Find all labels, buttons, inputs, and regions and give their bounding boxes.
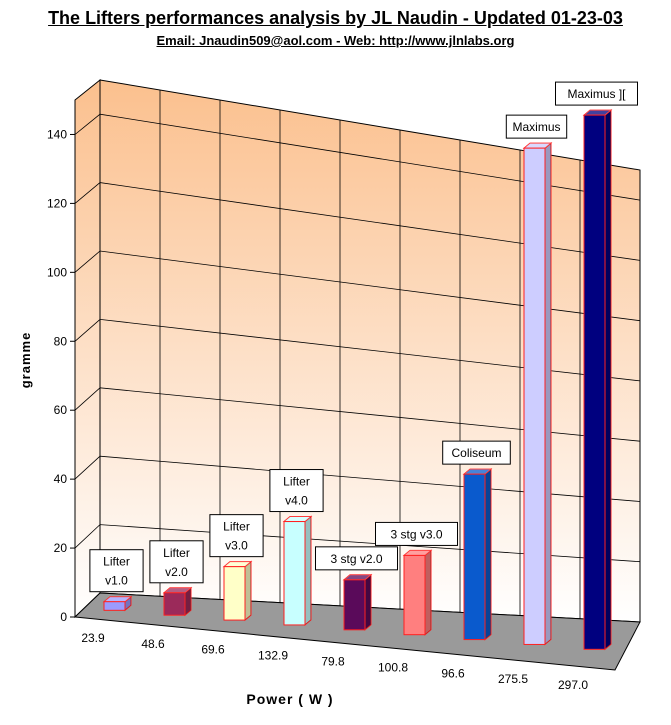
chart-subtitle: Email: Jnaudin509@aol.com - Web: http://… [156,33,515,48]
bar [522,142,553,646]
data-label-text: Maximus [512,120,560,134]
data-label-box [442,440,511,465]
data-label-box [555,81,638,106]
x-tick-label: 48.6 [141,637,165,651]
data-label: Lifter v2.0 [149,540,204,584]
y-axis-label: gramme [18,332,33,389]
bar-front-face [583,114,606,650]
data-label-box [209,514,264,558]
x-axis-label: Power ( W ) [246,691,333,707]
x-tick-label: 96.6 [441,666,465,680]
x-tick-label: 297.0 [558,678,588,692]
bar-front-face [403,554,426,636]
bar-side-shade [605,110,611,650]
chart-header: The Lifters performances analysis by JL … [0,8,671,48]
bar-side-shade [305,516,311,625]
data-label-text: Maximus ][ [567,87,626,101]
bar-front-face [463,473,486,641]
data-label-text: Lifter [223,520,250,534]
bar-side-shade [125,596,131,611]
x-tick-label: 100.8 [378,660,408,674]
data-label-box [315,546,398,571]
bar-top-shade [224,561,251,567]
bar-front-face [523,147,546,645]
bar [582,109,613,651]
bar [342,573,373,631]
bar-top-shade [524,143,551,149]
bar [222,560,253,622]
bar-front-face [283,521,306,626]
data-label: Lifter v1.0 [89,549,144,593]
data-label-text: Lifter [283,475,310,489]
bar [462,468,493,641]
data-label-text: v4.0 [285,494,308,508]
data-label-text: Lifter [103,555,130,569]
y-tick-label: 100 [47,265,67,279]
y-tick-label: 40 [54,472,68,486]
bar-side-shade [365,574,371,630]
data-label-box [269,469,324,513]
bar-top-shade [284,516,311,522]
data-label-box [89,549,144,593]
y-tick-label: 60 [54,403,68,417]
data-label-box [149,540,204,584]
data-label-text: Lifter [163,546,190,560]
bar-front-face [163,592,186,616]
data-label-box [375,521,458,546]
data-labels: Lifter v1.0 Lifter v2.0 Lifter v3.0 Lifter v4.0… [89,81,638,593]
bar [402,549,433,636]
bar-side-shade [245,561,251,621]
bar [282,515,313,626]
y-axis-ticks: 0 20 40 60 80 100 120 140 [47,127,75,624]
y-tick-label: 80 [54,334,68,348]
bar-top-shade [464,469,491,475]
bar-side-shade [485,469,491,640]
data-label: Maximus [505,114,568,139]
bar [162,586,193,617]
x-axis-ticks: 23.9 48.6 69.6 132.9 79.8 100.8 96.6 275.5 297.0 [81,631,588,692]
bar-top-shade [164,587,191,593]
x-tick-label: 23.9 [81,631,105,645]
bar-top-shade [584,110,611,116]
bar-front-face [343,579,366,631]
bar-front-face [223,566,246,621]
data-label-text: 3 stg v2.0 [330,552,382,566]
data-label-text: Coliseum [451,446,501,460]
x-tick-label: 69.6 [201,643,225,657]
data-label: Maximus ][ [555,81,638,106]
y-tick-label: 0 [60,610,67,624]
x-tick-label: 275.5 [498,672,528,686]
bar-top-shade [104,596,131,602]
data-label-box [505,114,568,139]
data-label-text: v1.0 [105,574,128,588]
y-tick-label: 140 [47,127,67,141]
x-tick-label: 79.8 [321,655,345,669]
bar-side-shade [545,143,551,645]
bar-side-shade [425,550,431,635]
bar [102,595,133,612]
bar-front-face [103,601,126,611]
chart-title: The Lifters performances analysis by JL … [48,8,623,28]
y-tick-label: 20 [54,541,68,555]
data-label: Lifter v3.0 [209,514,264,558]
data-label: 3 stg v2.0 [315,546,398,571]
y-tick-label: 120 [47,196,67,210]
data-label-text: v3.0 [225,539,248,553]
x-tick-label: 132.9 [258,649,288,663]
bar-side-shade [185,587,191,616]
bar-top-shade [344,574,371,580]
bars [102,109,613,651]
data-label: Coliseum [442,440,511,465]
bar-top-shade [404,550,431,556]
data-label: Lifter v4.0 [269,469,324,513]
data-label: 3 stg v3.0 [375,521,458,546]
data-label-text: 3 stg v3.0 [390,527,442,541]
data-label-text: v2.0 [165,565,188,579]
